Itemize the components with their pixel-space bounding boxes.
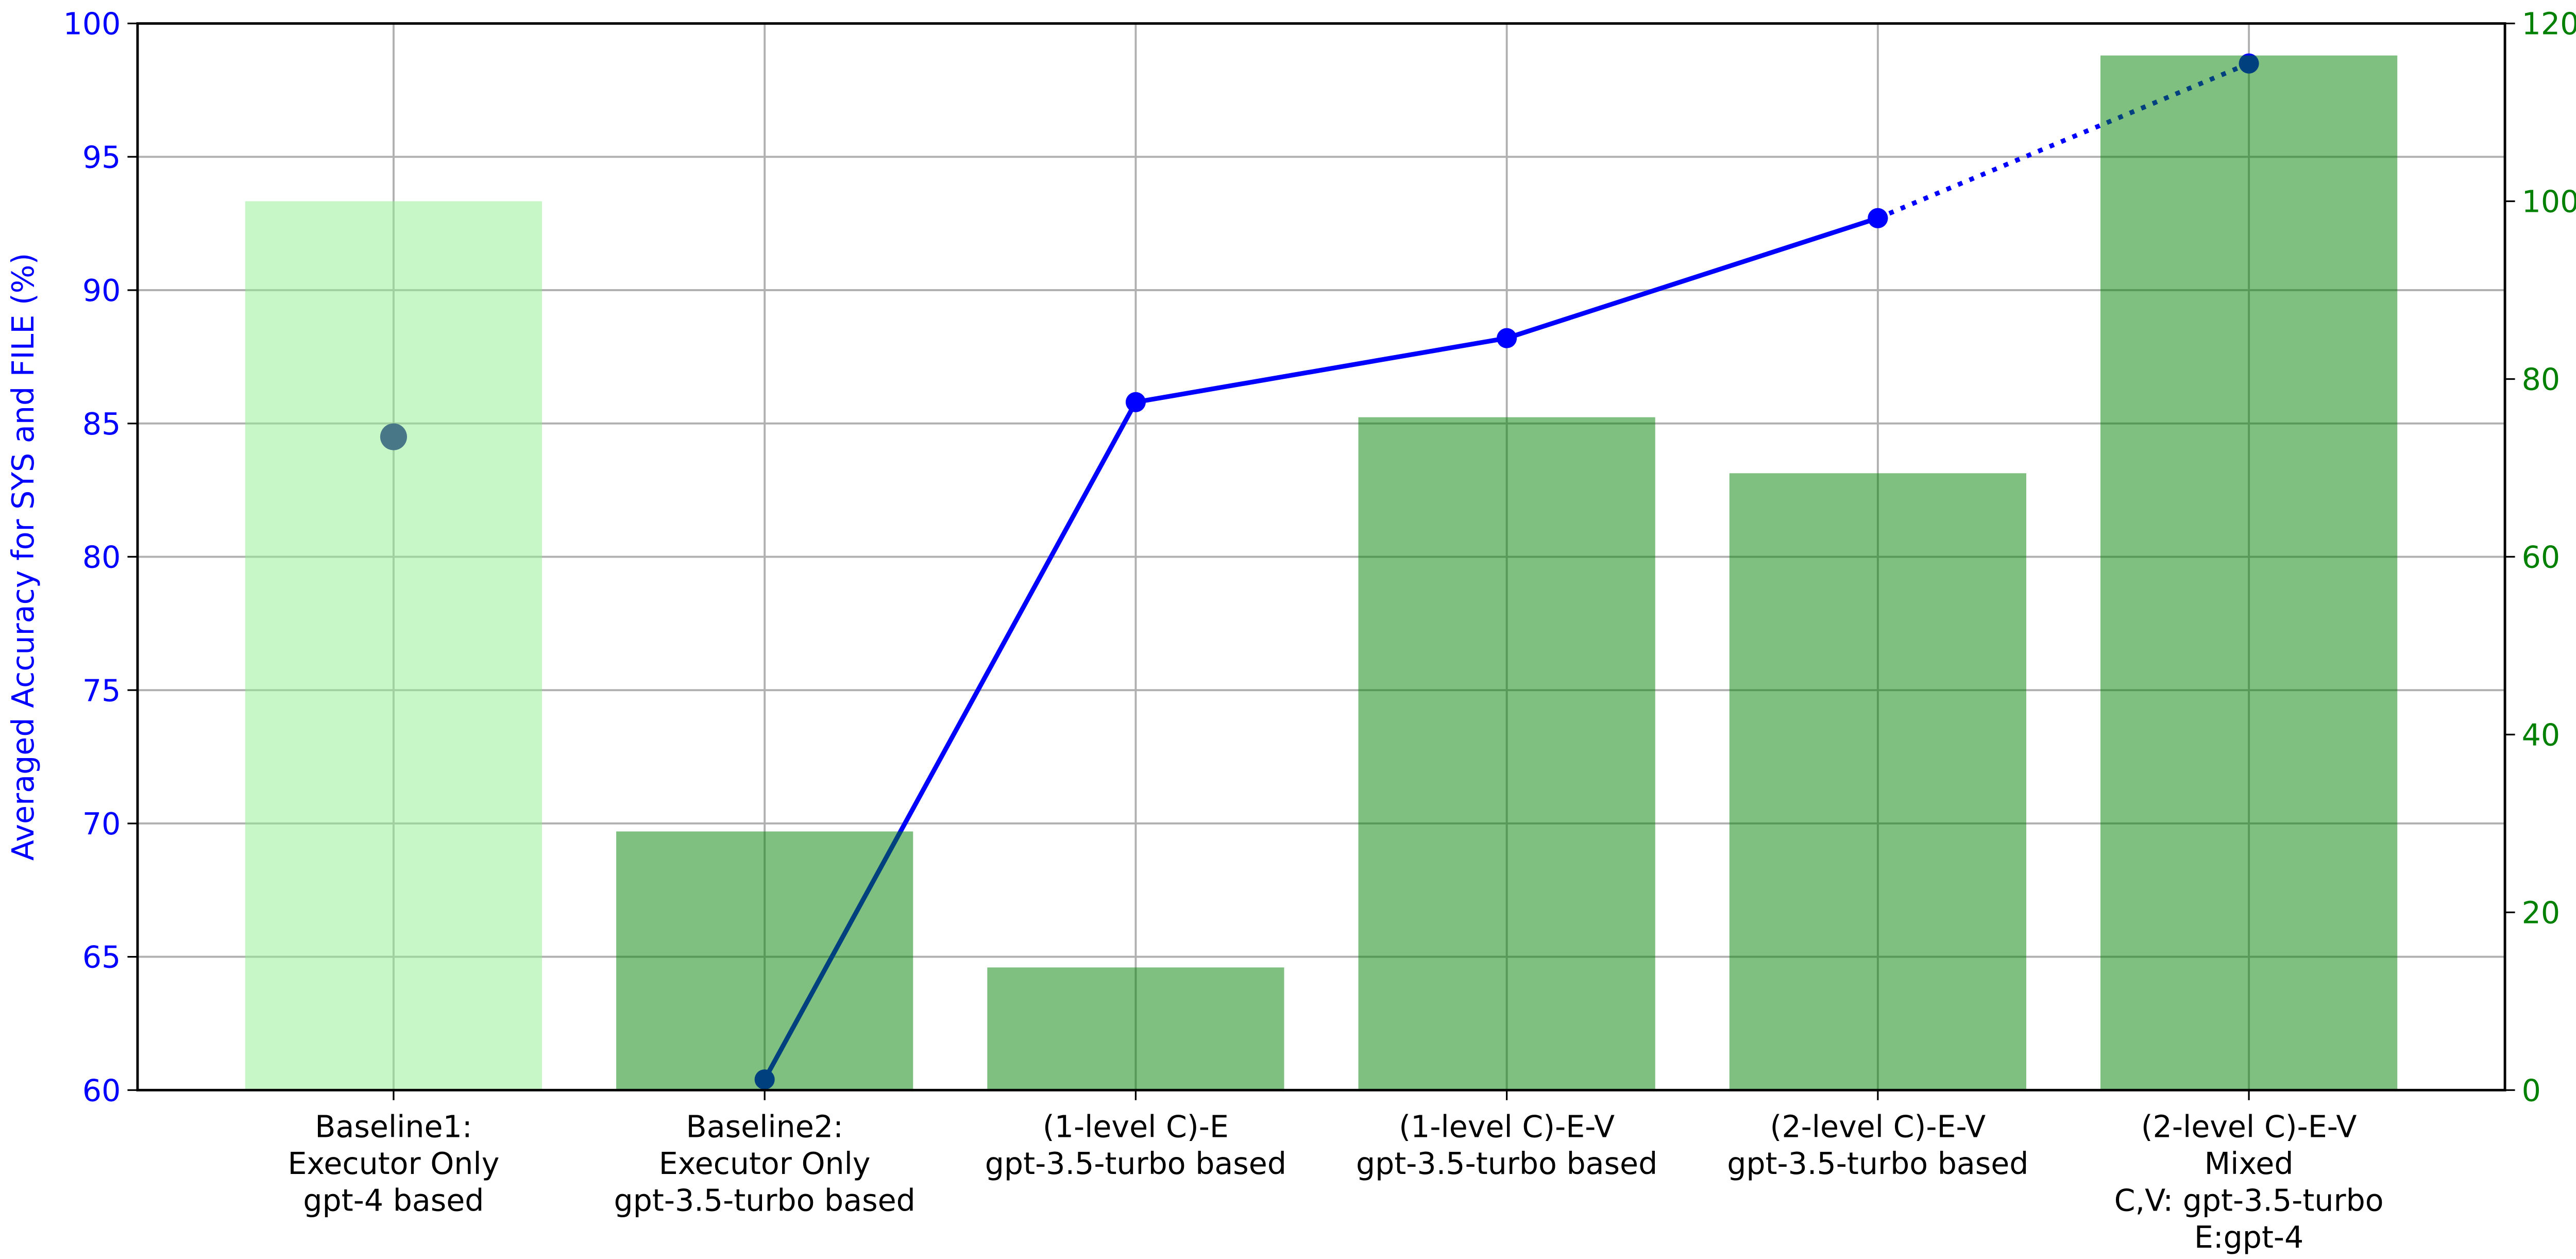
y2-tick-label: 120 <box>2522 7 2576 42</box>
line-marker <box>1868 208 1888 228</box>
line-marker <box>1125 392 1146 412</box>
y-tick-label: 100 <box>63 7 121 42</box>
y-tick-label: 65 <box>82 940 121 975</box>
x-tick-label: (2-level C)-E-V gpt-3.5-turbo based <box>1727 1109 2028 1181</box>
bar <box>1358 417 1655 1090</box>
y-tick-label: 75 <box>82 673 121 708</box>
bar <box>987 967 1284 1090</box>
y2-tick-label: 80 <box>2522 362 2561 397</box>
x-tick-label: Baseline2: Executor Only gpt-3.5-turbo bas… <box>614 1109 916 1218</box>
y-tick-label: 60 <box>82 1073 121 1108</box>
plot-frame <box>136 22 2506 1092</box>
x-tick-label: (1-level C)-E gpt-3.5-turbo based <box>985 1109 1286 1181</box>
bar <box>245 201 543 1090</box>
x-tick-label: (2-level C)-E-V Mixed C,V: gpt-3.5-turbo E:… <box>2114 1109 2384 1255</box>
y2-tick-label: 40 <box>2522 718 2561 753</box>
y-tick-label: 95 <box>82 140 121 175</box>
y-tick-label: 90 <box>82 273 121 308</box>
line <box>1877 61 2250 221</box>
y2-tick-label: 0 <box>2522 1073 2541 1108</box>
bar <box>1729 473 2026 1090</box>
bar <box>616 831 913 1090</box>
x-tick-label: (1-level C)-E-V gpt-3.5-turbo based <box>1356 1109 1657 1181</box>
y2-tick-label: 60 <box>2522 540 2561 575</box>
y2-tick-label: 20 <box>2522 895 2561 930</box>
line <box>762 215 1879 1081</box>
y2-tick-label: 100 <box>2522 184 2576 220</box>
y-tick-label: 70 <box>82 807 121 842</box>
x-tick-label: Baseline1: Executor Only gpt-4 based <box>288 1109 500 1218</box>
y-tick-label: 80 <box>82 540 121 575</box>
y-tick-label: 85 <box>82 407 121 442</box>
bar <box>2100 55 2398 1090</box>
y-axis-label: Averaged Accuracy for SYS and FILE (%) <box>6 253 41 861</box>
line-marker <box>1497 328 1517 348</box>
